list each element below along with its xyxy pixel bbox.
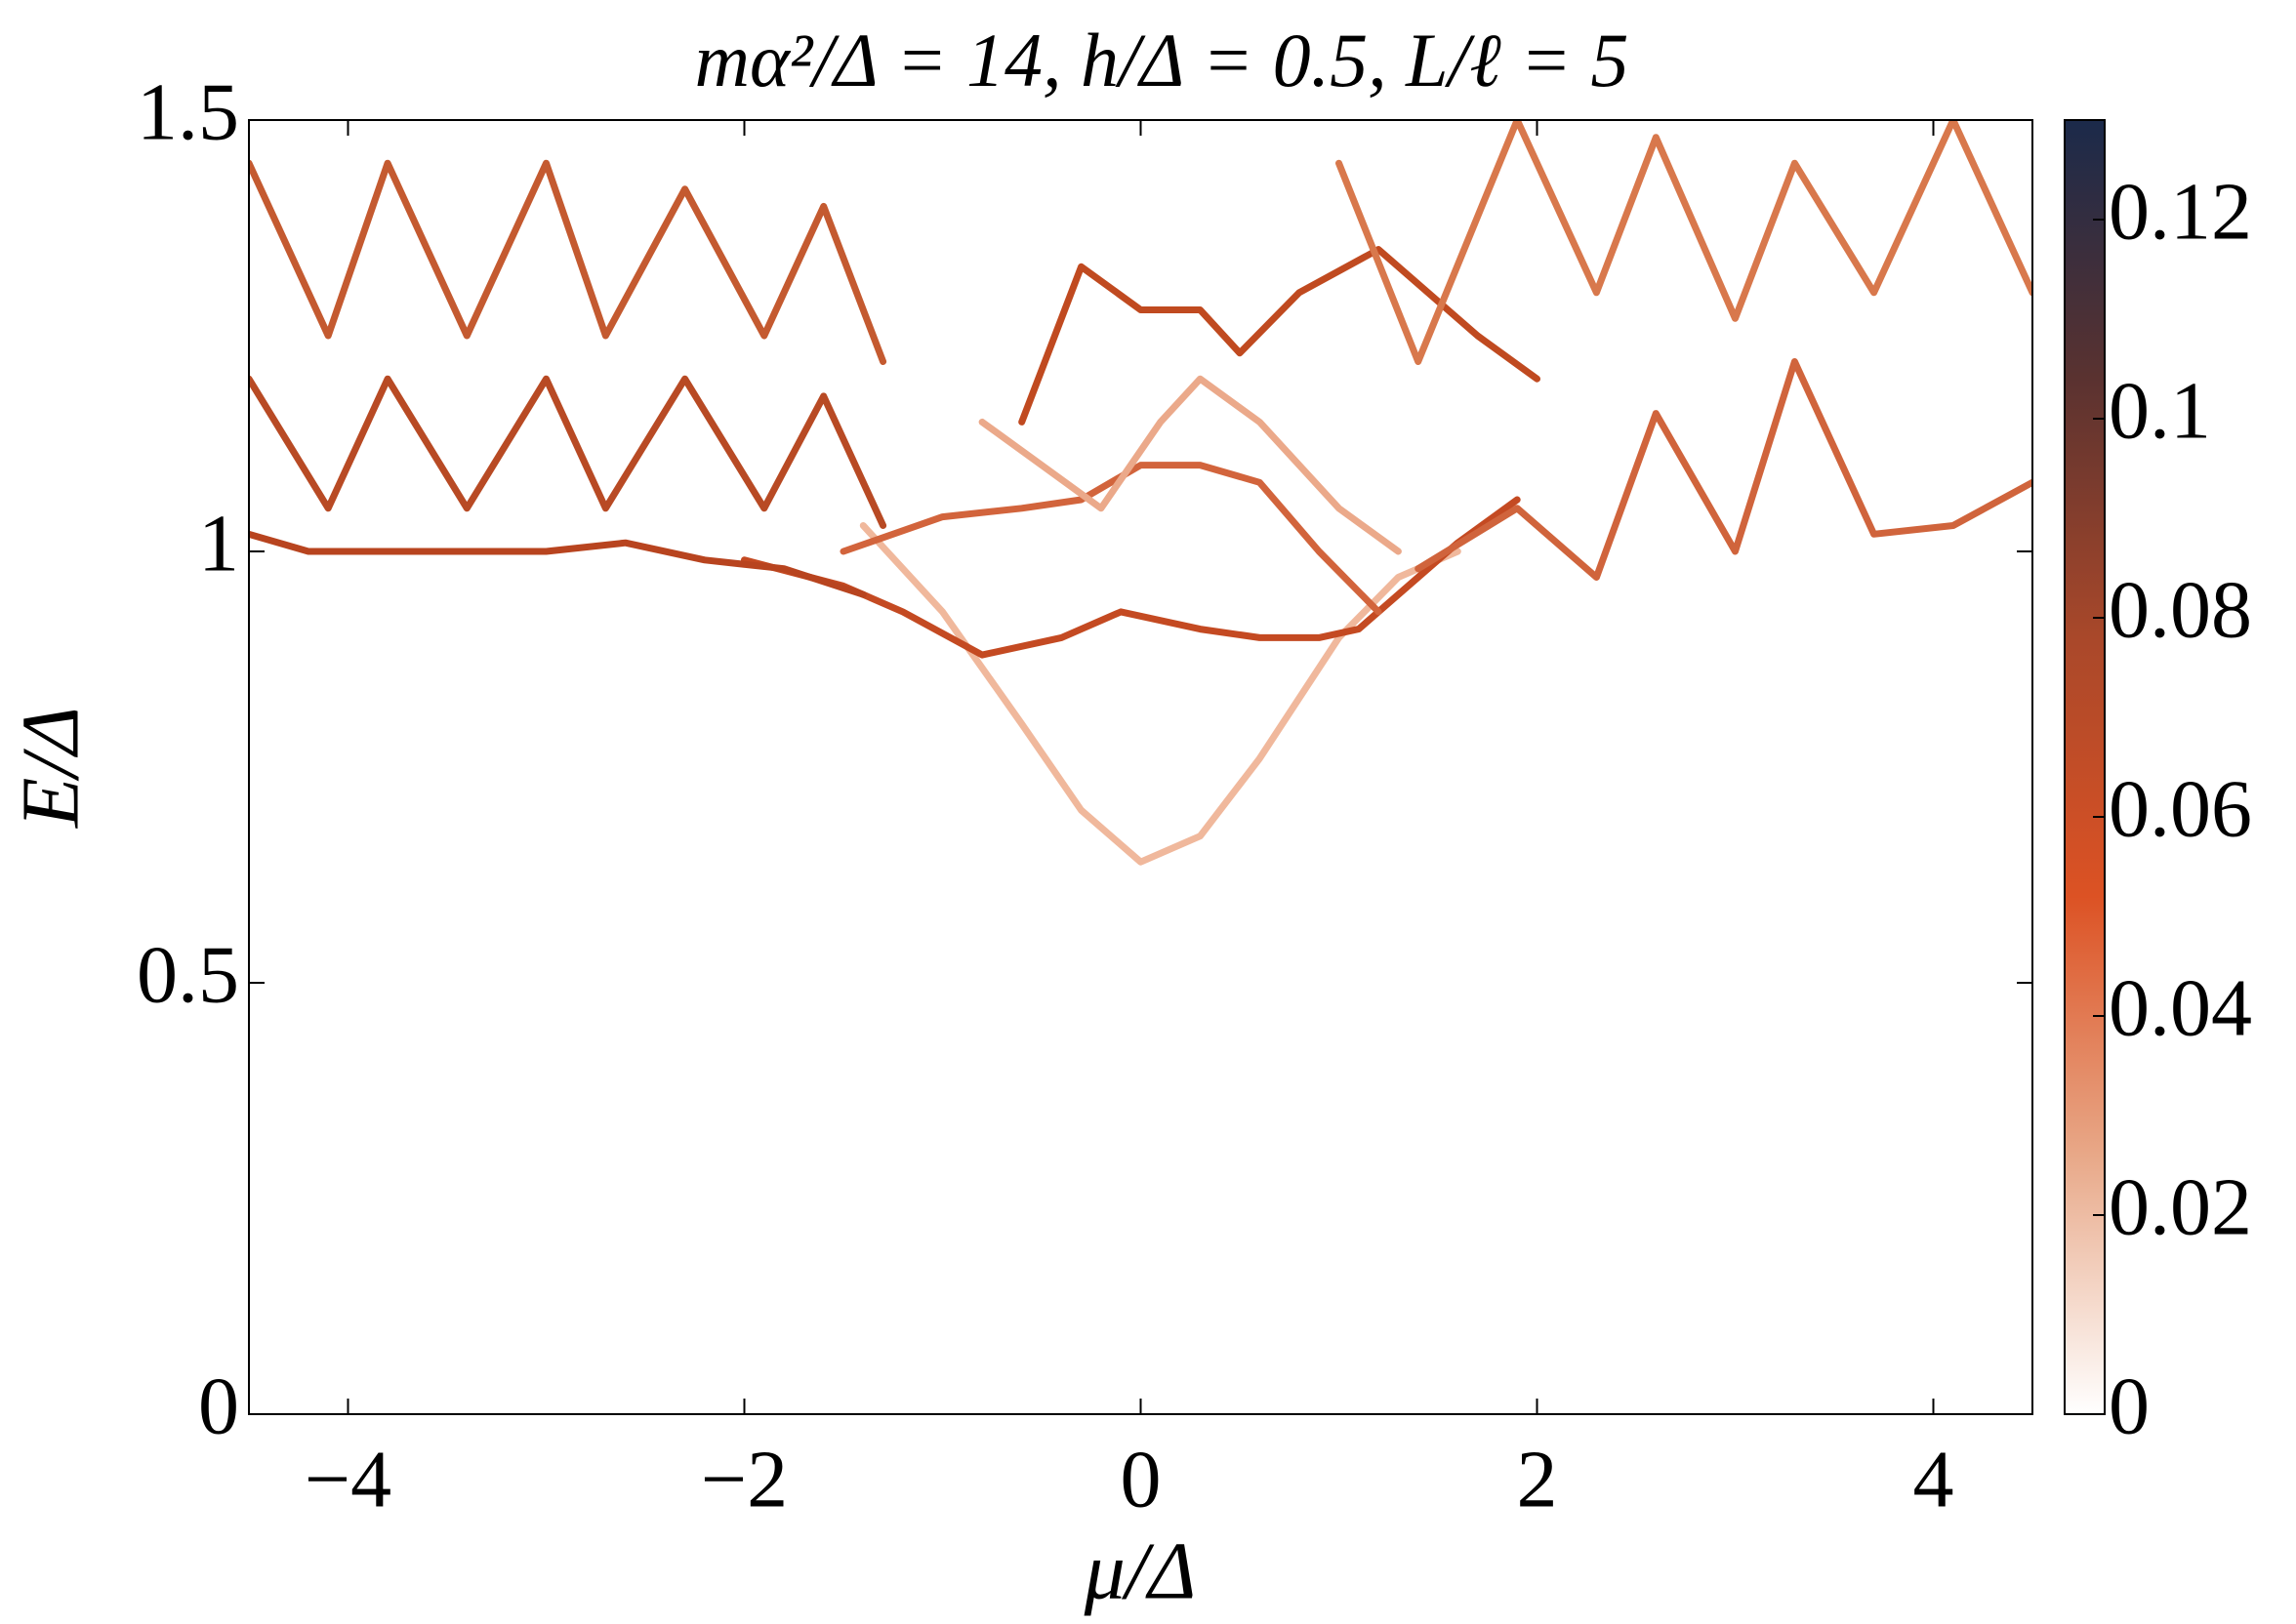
band-curve bbox=[1335, 120, 2032, 365]
band-curve bbox=[1018, 246, 1540, 426]
band-curve bbox=[741, 496, 1521, 659]
band-curve bbox=[840, 462, 1382, 616]
y-tick-label: 1 bbox=[198, 498, 239, 589]
x-tick-label: 4 bbox=[1913, 1434, 1954, 1524]
colorbar-tick-label: 0.02 bbox=[2109, 1161, 2252, 1252]
plot-frame bbox=[248, 119, 2033, 1415]
y-axis-label: E/Δ bbox=[5, 707, 96, 829]
y-tick-label: 0.5 bbox=[137, 929, 239, 1020]
colorbar-tick-label: 0.06 bbox=[2109, 763, 2252, 854]
colorbar bbox=[2064, 119, 2106, 1415]
chart-title: mα²/Δ = 14, h/Δ = 0.5, L/ℓ = 5 bbox=[695, 18, 1629, 102]
band-curve bbox=[249, 375, 887, 529]
colorbar-tick-label: 0.08 bbox=[2109, 564, 2252, 655]
band-curve bbox=[249, 159, 887, 365]
x-tick-label: 2 bbox=[1517, 1434, 1558, 1524]
colorbar-tick-label: 0.12 bbox=[2109, 166, 2252, 257]
y-tick-label: 0 bbox=[198, 1360, 239, 1451]
x-axis-label: μ/Δ bbox=[1084, 1525, 1197, 1616]
band-curve bbox=[978, 375, 1402, 555]
colorbar-tick-label: 0.04 bbox=[2109, 962, 2252, 1053]
band-curve bbox=[859, 522, 1461, 866]
band-curve bbox=[249, 530, 867, 598]
band-curve bbox=[1414, 358, 2032, 581]
x-tick-label: −2 bbox=[701, 1434, 788, 1524]
x-tick-label: −4 bbox=[305, 1434, 391, 1524]
y-tick-label: 1.5 bbox=[137, 66, 239, 157]
x-tick-label: 0 bbox=[1121, 1434, 1162, 1524]
colorbar-tick-label: 0.1 bbox=[2109, 365, 2211, 456]
plot-area bbox=[249, 120, 2032, 866]
colorbar-tick-label: 0 bbox=[2109, 1360, 2150, 1451]
